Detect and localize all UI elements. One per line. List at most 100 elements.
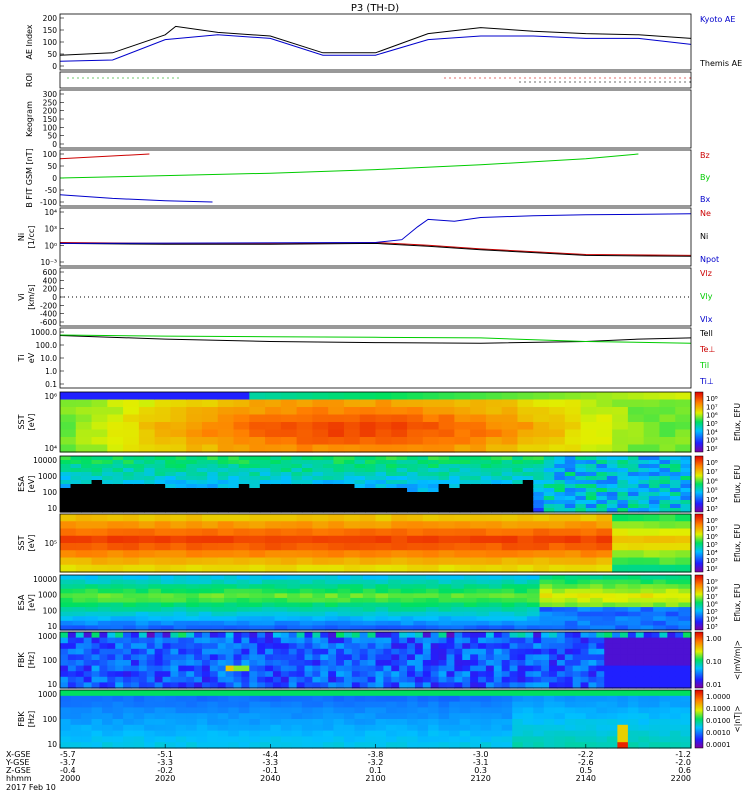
sst_i-panel: SST [eV]10⁶10⁴10⁸10⁷10⁶10⁵10⁴10³10²Eflux,… <box>17 391 742 453</box>
esa_e-cbar-tick: 10⁹ <box>706 578 718 586</box>
fbk_e-cbar-tick: 1.00 <box>706 635 722 643</box>
esa_i-cbar-tick: 10⁴ <box>706 496 718 504</box>
density-ylabel-units: [1/cc] <box>27 226 36 249</box>
time-value: -0.4 <box>60 766 76 775</box>
bfield-series-0 <box>59 153 150 160</box>
velocity-frame <box>59 267 692 327</box>
temperature-ytick: 10.0 <box>40 354 57 363</box>
sst_i-frame <box>59 391 692 453</box>
time-value: -2.6 <box>578 758 594 767</box>
ae-ytick: 0 <box>52 62 57 71</box>
esa_i-cbar-tick: 10⁶ <box>706 477 718 485</box>
time-value: 2140 <box>576 774 596 783</box>
esa_i-cbar-tick: 10⁷ <box>706 468 718 476</box>
velocity-ytick: -200 <box>40 301 57 310</box>
time-value: 0.1 <box>369 766 382 775</box>
fbk_b-cbar-tick: 0.0010 <box>706 729 731 737</box>
esa_i-ylabel-units: [eV] <box>27 476 36 493</box>
esa_e-ytick: 100 <box>43 606 58 615</box>
density-ylabel: Ni <box>17 233 26 241</box>
sst_i-cbar-tick: 10⁴ <box>706 428 718 436</box>
sst_e-cbar-label: Eflux, EFU <box>733 524 742 562</box>
sst_i-ytick: 10⁴ <box>44 444 57 453</box>
time-value: -3.3 <box>157 758 173 767</box>
density-legend-0: Ne <box>700 209 711 218</box>
density-series-1 <box>59 242 692 257</box>
esa_i-ytick: 10 <box>47 504 57 513</box>
temperature-frame <box>59 327 692 389</box>
fbk_e-panel: FBK [Hz] 1000 100 10 1.00 0.10 0.01 <|mV/m|> <box>17 631 742 689</box>
velocity-legend-0: Vlz <box>700 269 712 278</box>
velocity-ytick: 400 <box>43 276 58 285</box>
velocity-ytick: 0 <box>52 293 57 302</box>
density-ytick: 10⁻³ <box>40 258 57 267</box>
sst_e-colorbar <box>694 513 704 573</box>
density-ytick: 10⁴ <box>44 208 57 217</box>
time-row-label-x: X-GSE <box>6 750 31 759</box>
sst_e-cbar-tick: 10⁵ <box>706 541 718 549</box>
esa_e-cbar-tick: 10⁵ <box>706 608 718 616</box>
time-value: -5.7 <box>60 750 76 759</box>
sst_e-cbar-tick: 10⁷ <box>706 525 718 533</box>
fbk_b-panel: FBK [Hz] 1000 100 10 1.0000 0.1000 0.0100 0.0010… <box>17 689 742 749</box>
bfield-ylabel: B FIT GSM [nT] <box>25 148 34 207</box>
ae-panel: AE Index 200 150 100 50 0 Kyoto AE Themis AE <box>25 14 742 71</box>
esa_e-cbar-tick: 10⁶ <box>706 601 718 609</box>
time-value: -3.3 <box>263 758 279 767</box>
fbk_b-ytick: 100 <box>43 715 58 724</box>
sst_i-cbar-tick: 10⁸ <box>706 395 718 403</box>
roi-panel: ROI <box>25 73 34 87</box>
ae-series-0 <box>59 34 692 62</box>
bfield-series-2 <box>59 194 213 203</box>
sst_i-cbar-tick: 10² <box>706 445 718 453</box>
fbk_e-ytick: 100 <box>43 656 58 665</box>
keogram-ylabel: Keogram <box>25 101 34 137</box>
esa_i-cbar-tick: 10⁵ <box>706 487 718 495</box>
ae-ytick: 50 <box>47 50 57 59</box>
bfield-ytick: 0 <box>52 174 57 183</box>
temperature-legend-2: Til <box>699 361 709 370</box>
sst_e-ytick: 10⁵ <box>44 539 57 548</box>
temperature-series-1 <box>59 334 692 344</box>
velocity-ylabel: Vi <box>17 293 26 301</box>
velocity-ytick: -400 <box>40 310 57 319</box>
fbk_b-spectrogram <box>60 690 692 749</box>
time-row-label-y: Y-GSE <box>5 758 29 767</box>
sst_i-cbar-tick: 10³ <box>706 437 718 445</box>
keogram-ytick: 150 <box>43 115 58 124</box>
bfield-ytick: 50 <box>47 162 57 171</box>
time-value: -5.1 <box>157 750 173 759</box>
date-label: 2017 Feb 10 <box>6 783 56 792</box>
fbk_b-cbar-label: <|nT|> <box>733 706 742 733</box>
time-value: -2.2 <box>578 750 594 759</box>
velocity-ytick: -600 <box>40 318 57 327</box>
fbk_e-ytick: 10 <box>47 680 57 689</box>
temperature-panel: Ti eV 1000.0 100.0 10.0 1.0 0.1 Tell Te⊥ Til Ti⊥ <box>17 328 715 389</box>
fbk_e-ylabel: FBK <box>17 652 26 668</box>
esa_i-colorbar <box>694 455 704 513</box>
temperature-legend-3: Ti⊥ <box>699 377 714 386</box>
esa_e-panel: ESA [eV] 10000 1000 100 10 10⁹10⁸10⁷10⁶10⁵10⁴1… <box>17 574 742 631</box>
fbk_e-cbar-tick: 0.10 <box>706 658 722 666</box>
ae-legend-1: Themis AE <box>699 59 742 68</box>
roi-markers <box>67 77 691 83</box>
temperature-ytick: 0.1 <box>45 380 57 389</box>
density-series-2 <box>59 213 692 244</box>
sst_i-ylabel: SST <box>17 414 26 429</box>
sst_i-spectrogram <box>60 392 692 453</box>
esa_i-frame <box>59 455 692 513</box>
fbk_e-cbar-label: <|mV/m|> <box>733 640 742 680</box>
fbk_e-ytick: 1000 <box>38 632 57 641</box>
density-ytick: 10⁰ <box>44 241 57 250</box>
esa_e-cbar-tick: 10⁸ <box>706 586 718 594</box>
bfield-ytick: 100 <box>43 150 58 159</box>
sst_i-cbar-label: Eflux, EFU <box>733 403 742 441</box>
temperature-series-0 <box>59 335 692 344</box>
ae-frame <box>59 13 692 71</box>
esa_e-cbar-label: Eflux, EFU <box>733 584 742 622</box>
esa_i-ytick: 10000 <box>33 456 57 465</box>
esa_e-ytick: 1000 <box>38 591 57 600</box>
